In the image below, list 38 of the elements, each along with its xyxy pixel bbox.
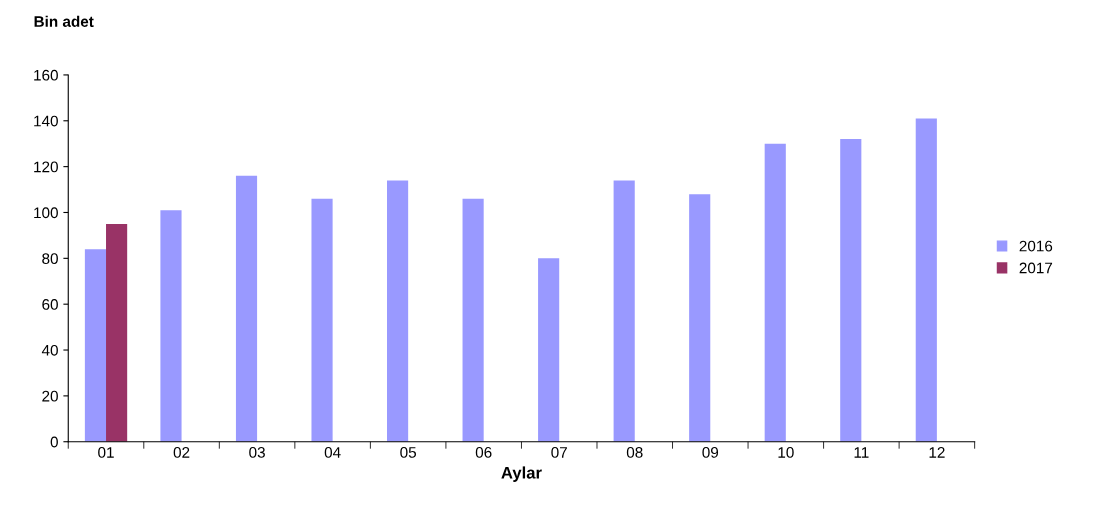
bar (613, 180, 635, 442)
y-axis-title: Bin adet (34, 15, 94, 27)
x-tick-label: 12 (929, 447, 945, 458)
x-tick-label: 02 (173, 447, 190, 458)
x-tick-label: 07 (551, 447, 567, 458)
x-tick-label: 09 (702, 447, 719, 458)
bar (387, 180, 409, 442)
bar (235, 175, 258, 442)
y-tick-label: 0 (50, 436, 58, 448)
y-tick-label: 120 (34, 161, 58, 173)
y-tick-label: 80 (42, 253, 58, 265)
y-tick-label: 40 (41, 344, 58, 356)
x-tick-label: 10 (778, 447, 794, 458)
y-tick-label: 140 (34, 115, 58, 127)
bar (311, 198, 333, 442)
x-tick-label: 04 (324, 447, 341, 458)
x-tick-label: 08 (626, 447, 643, 458)
y-tick-label: 160 (34, 69, 58, 81)
y-tick-label: 100 (34, 207, 58, 219)
y-tick-label: 20 (42, 390, 58, 402)
bar (689, 194, 711, 442)
x-tick-label: 03 (249, 447, 265, 458)
bar (462, 198, 484, 442)
legend-label: 2017 (1019, 262, 1053, 274)
bar (764, 143, 786, 442)
bar (915, 118, 937, 442)
bar (160, 210, 182, 442)
x-axis-title: Aylar (501, 466, 542, 482)
legend-label: 2016 (1019, 240, 1053, 252)
x-tick-label: 01 (98, 447, 114, 458)
bar (538, 258, 560, 442)
y-tick-label: 60 (42, 299, 58, 310)
x-tick-label: 11 (854, 447, 869, 458)
bar (106, 223, 128, 442)
x-tick-label: 05 (400, 447, 417, 458)
bar (84, 249, 107, 442)
x-tick-label: 06 (475, 447, 492, 458)
bar (840, 139, 862, 442)
